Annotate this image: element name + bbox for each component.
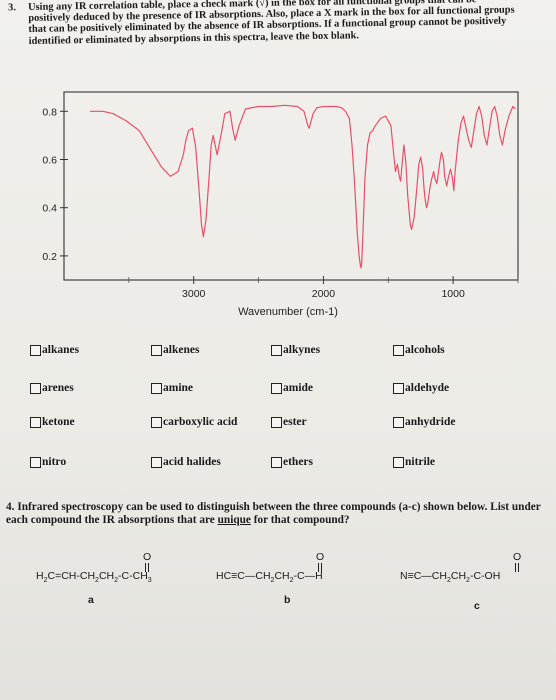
checkbox-box[interactable] <box>151 416 162 428</box>
checkbox-box[interactable] <box>151 456 162 468</box>
question-3-text: Using any IR correlation table, place a … <box>28 0 515 47</box>
checkbox-label: alkenes <box>163 344 200 356</box>
checkbox-box[interactable] <box>30 416 41 428</box>
plot-frame <box>63 91 519 281</box>
compound-a-label: a <box>88 594 94 606</box>
compound-b-double-bond <box>318 563 323 572</box>
checkbox-label: arenes <box>42 382 74 394</box>
checkbox-box[interactable] <box>393 416 404 428</box>
checkbox-alkanes[interactable]: alkanes <box>30 344 79 356</box>
checkbox-box[interactable] <box>30 456 41 468</box>
ir-spectrum-svg: 0.8 0.6 0.4 0.2 3000 2000 1000 <box>42 91 519 300</box>
checkbox-label: amine <box>163 382 194 394</box>
x-tick-label: 1000 <box>441 288 465 300</box>
y-tick-label: 0.6 <box>42 154 57 166</box>
checkbox-ketone[interactable]: ketone <box>30 416 75 428</box>
question-4-text-after: for that compound? <box>250 514 350 526</box>
question-4: 4. Infrared spectroscopy can be used to … <box>6 501 546 527</box>
compound-a-carbonyl: O <box>143 551 151 572</box>
question-3: 3. Using any IR correlation table, place… <box>8 0 519 47</box>
x-axis-label: Wavenumber (cm-1) <box>238 306 338 318</box>
checkbox-box[interactable] <box>393 382 404 394</box>
checkbox-label: alcohols <box>405 344 445 356</box>
question-4-emphasis: unique <box>217 514 251 526</box>
checkbox-label: alkanes <box>42 344 80 356</box>
checkbox-ester[interactable]: ester <box>271 416 307 428</box>
compound-b-label: b <box>284 594 291 606</box>
compound-a-oxygen: O <box>143 551 152 563</box>
checkbox-arenes[interactable]: arenes <box>30 382 74 394</box>
checkbox-nitro[interactable]: nitro <box>30 456 66 468</box>
checkbox-label: anhydride <box>405 416 456 428</box>
checkbox-box[interactable] <box>271 344 282 356</box>
y-tick-label: 0.2 <box>42 251 57 263</box>
compound-c-carbonyl: O <box>513 551 521 572</box>
checkbox-box[interactable] <box>271 456 282 468</box>
compound-a-double-bond <box>145 563 150 572</box>
checkbox-nitrile[interactable]: nitrile <box>393 456 435 468</box>
question-3-number: 3. <box>8 2 16 14</box>
checkbox-amide[interactable]: amide <box>271 382 313 394</box>
checkbox-box[interactable] <box>151 344 162 356</box>
checkbox-box[interactable] <box>151 382 162 394</box>
checkbox-alcohols[interactable]: alcohols <box>393 344 445 356</box>
checkbox-alkenes[interactable]: alkenes <box>151 344 199 356</box>
compound-b-formula: HC≡C—CH2CH2-C—H <box>216 570 323 585</box>
checkbox-box[interactable] <box>30 344 41 356</box>
y-tick-label: 0.4 <box>42 203 57 215</box>
checkbox-label: nitrile <box>405 456 436 468</box>
checkbox-box[interactable] <box>393 344 404 356</box>
compound-c-formula: N≡C—CH2CH2-C-OH <box>400 570 501 585</box>
checkbox-label: amide <box>283 382 314 394</box>
checkbox-box[interactable] <box>271 416 282 428</box>
compound-c-label: c <box>474 600 480 612</box>
compound-a-formula: H2C=CH-CH2CH2-C-CH3 <box>36 570 152 585</box>
checkbox-alkynes[interactable]: alkynes <box>271 344 320 356</box>
checkbox-label: nitro <box>42 456 67 468</box>
x-tick-label: 2000 <box>312 288 336 300</box>
spectrum-line-0 <box>89 104 516 269</box>
compound-b-oxygen: O <box>316 551 325 563</box>
checkbox-ethers[interactable]: ethers <box>271 456 313 468</box>
y-tick-label: 0.8 <box>42 106 57 118</box>
checkbox-amine[interactable]: amine <box>151 382 193 394</box>
ir-spectrum-chart: 0.8 0.6 0.4 0.2 3000 2000 1000 <box>42 86 528 302</box>
compound-c-double-bond <box>515 563 520 572</box>
compound-b-carbonyl: O <box>316 551 324 572</box>
checkbox-box[interactable] <box>271 382 282 394</box>
checkbox-box[interactable] <box>393 456 404 468</box>
checkbox-box[interactable] <box>30 382 41 394</box>
checkbox-label: acid halides <box>163 456 221 468</box>
checkbox-carboxylic-acid[interactable]: carboxylic acid <box>151 416 237 428</box>
checkbox-label: ethers <box>283 456 314 468</box>
compound-c-oxygen: O <box>513 551 522 563</box>
question-4-text-before: Infrared spectroscopy can be used to dis… <box>6 501 541 526</box>
question-4-number: 4. <box>6 501 15 513</box>
checkbox-label: alkynes <box>283 344 321 356</box>
checkbox-label: ester <box>283 416 307 428</box>
checkbox-label: aldehyde <box>405 382 450 394</box>
x-tick-label: 3000 <box>182 288 206 300</box>
checkbox-label: carboxylic acid <box>163 416 238 428</box>
checkbox-acid-halides[interactable]: acid halides <box>151 456 221 468</box>
checkbox-anhydride[interactable]: anhydride <box>393 416 456 428</box>
checkbox-aldehyde[interactable]: aldehyde <box>393 382 449 394</box>
checkbox-label: ketone <box>42 416 75 428</box>
